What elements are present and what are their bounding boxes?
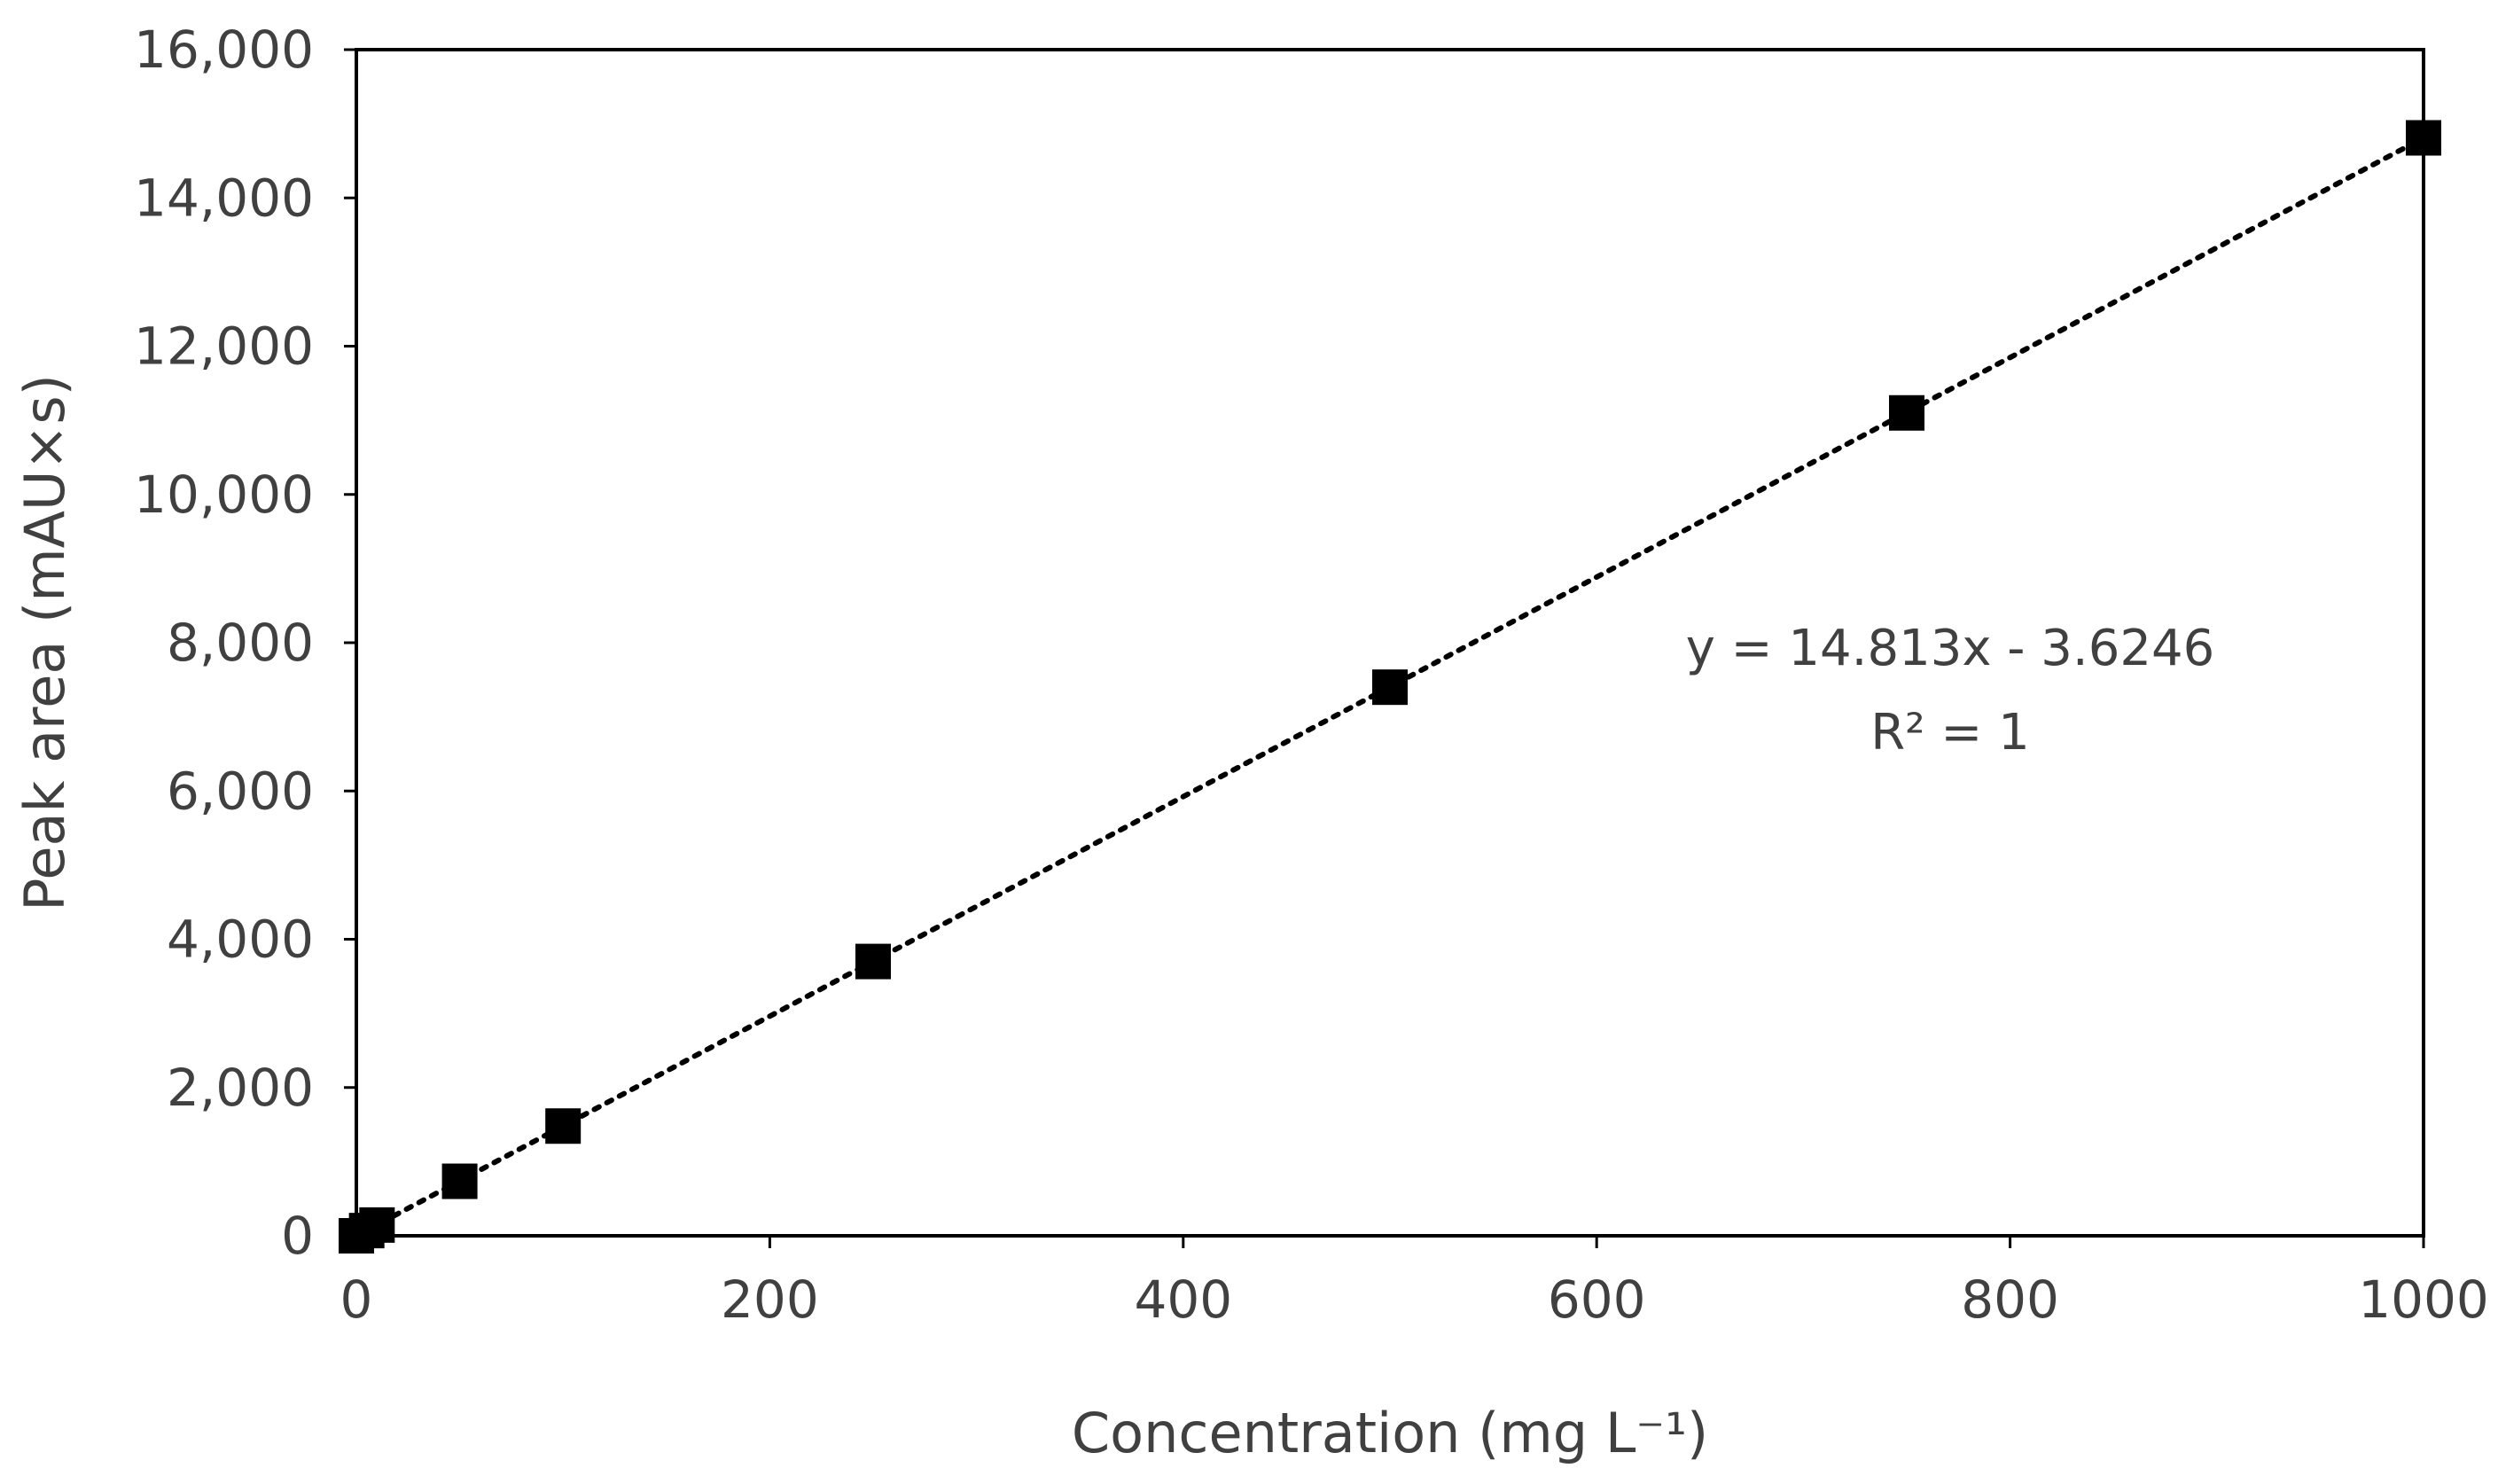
data-point — [1889, 394, 1924, 431]
x-axis-ticks: 0 200 400 600 800 1000 — [340, 1236, 2489, 1330]
data-point — [545, 1108, 582, 1144]
data-points — [339, 120, 2441, 1254]
y-tick-label: 16,000 — [134, 20, 314, 80]
data-point — [359, 1207, 395, 1243]
y-tick-label: 6,000 — [167, 761, 314, 821]
y-tick-label: 10,000 — [134, 465, 314, 525]
x-axis-title: Concentration (mg L⁻¹) — [1072, 1401, 1708, 1465]
data-point — [2406, 120, 2441, 156]
y-axis-ticks: 0 2,000 4,000 6,000 8,000 10,000 12,000 14,000 1… — [134, 20, 356, 1266]
y-tick-label: 8,000 — [167, 613, 314, 673]
y-tick-label: 0 — [281, 1206, 314, 1266]
x-tick-label: 0 — [340, 1269, 373, 1330]
x-tick-label: 600 — [1548, 1269, 1646, 1330]
data-point — [855, 943, 891, 980]
trendline-equation: y = 14.813x - 3.6246 — [1686, 620, 2215, 677]
data-point — [1372, 669, 1408, 706]
y-tick-label: 12,000 — [134, 316, 314, 377]
y-tick-label: 4,000 — [167, 910, 314, 970]
data-point — [441, 1163, 478, 1199]
x-tick-label: 200 — [721, 1269, 819, 1330]
x-tick-label: 400 — [1134, 1269, 1232, 1330]
y-tick-label: 2,000 — [167, 1058, 314, 1118]
x-tick-label: 800 — [1961, 1269, 2059, 1330]
y-tick-label: 14,000 — [134, 168, 314, 228]
r-squared-label: R² = 1 — [1870, 704, 2030, 762]
x-tick-label: 1000 — [2358, 1269, 2489, 1330]
y-axis-title: Peak area (mAU×s) — [12, 374, 77, 911]
